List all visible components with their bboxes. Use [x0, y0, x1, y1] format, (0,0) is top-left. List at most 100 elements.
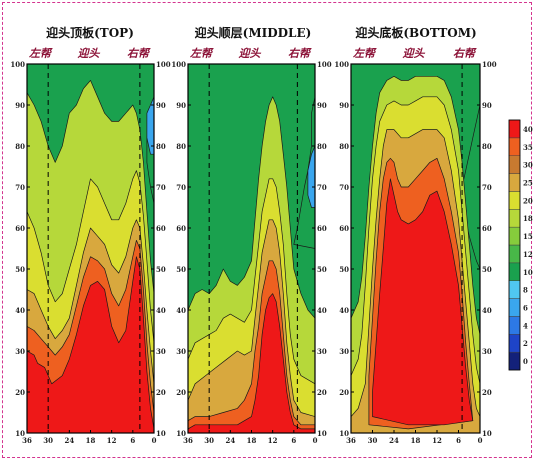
colorbar-tick-label: 20 [523, 196, 533, 205]
y-tick-label: 30 [482, 347, 492, 356]
y-tick-label: 60 [339, 224, 349, 233]
y-tick-label: 80 [176, 142, 186, 151]
colorbar: 0 2 4 6 8 10 12 15 18 20 25 30 35 40 [508, 119, 533, 371]
x-tick-label: 36 [22, 436, 32, 445]
y-tick-label: 90 [339, 101, 349, 110]
region-label: 迎头 [403, 47, 426, 60]
y-tick-label: 80 [482, 142, 492, 151]
contour-band-10 [146, 96, 154, 155]
y-tick-label: 80 [15, 142, 25, 151]
y-tick-label: 50 [176, 265, 186, 274]
y-tick-label: 90 [317, 101, 327, 110]
colorbar-tick-label: 4 [523, 321, 528, 330]
y-tick-label: 20 [156, 388, 166, 397]
y-tick-label: 10 [156, 429, 166, 438]
y-tick-label: 40 [317, 306, 327, 315]
region-label: 左帮 [29, 47, 53, 60]
colorbar-tick-label: 25 [523, 179, 533, 188]
y-tick-label: 30 [156, 347, 166, 356]
y-tick-label: 20 [339, 388, 349, 397]
y-tick-label: 40 [176, 306, 186, 315]
y-tick-label: 20 [317, 388, 327, 397]
x-tick-label: 12 [268, 436, 278, 445]
region-label: 迎头 [78, 47, 101, 60]
region-label: 左帮 [353, 47, 377, 60]
x-tick-label: 30 [204, 436, 214, 445]
panel-title: 迎头底板(BOTTOM) [355, 25, 476, 40]
y-tick-label: 70 [176, 183, 186, 192]
contour-field [27, 64, 154, 433]
y-tick-label: 70 [339, 183, 349, 192]
y-tick-label: 50 [482, 265, 492, 274]
y-tick-label: 90 [15, 101, 25, 110]
y-tick-label: 100 [317, 60, 332, 69]
x-tick-label: 0 [478, 436, 483, 445]
y-tick-label: 30 [339, 347, 349, 356]
y-tick-label: 10 [339, 429, 349, 438]
y-tick-label: 10 [482, 429, 492, 438]
colorbar-tick-label: 15 [523, 232, 533, 241]
x-tick-label: 30 [368, 436, 378, 445]
panel-title: 迎头顺层(MIDDLE) [195, 25, 312, 40]
x-tick-label: 24 [225, 436, 235, 445]
x-tick-label: 36 [346, 436, 356, 445]
region-label: 迎头 [239, 47, 262, 60]
y-tick-label: 50 [339, 265, 349, 274]
y-tick-label: 20 [482, 388, 492, 397]
colorbar-tick-label: 35 [523, 143, 533, 152]
y-tick-label: 60 [317, 224, 327, 233]
colorbar-tick-label: 8 [523, 286, 528, 295]
y-tick-label: 70 [482, 183, 492, 192]
y-tick-label: 100 [10, 60, 25, 69]
colorbar-swatch [508, 262, 521, 281]
colorbar-tick-label: 6 [523, 304, 528, 313]
x-tick-label: 6 [130, 436, 135, 445]
y-tick-label: 80 [317, 142, 327, 151]
y-tick-label: 30 [15, 347, 25, 356]
y-tick-label: 60 [15, 224, 25, 233]
colorbar-swatch [508, 155, 521, 174]
y-tick-label: 50 [15, 265, 25, 274]
region-label: 左帮 [190, 47, 214, 60]
x-tick-label: 18 [411, 436, 421, 445]
y-tick-label: 100 [334, 60, 349, 69]
y-tick-label: 90 [176, 101, 186, 110]
colorbar-tick-label: 0 [523, 357, 528, 366]
contour-band-40 [27, 256, 154, 433]
y-tick-label: 100 [482, 60, 497, 69]
colorbar-swatch [508, 316, 521, 335]
y-tick-label: 10 [176, 429, 186, 438]
colorbar-tick-label: 2 [523, 339, 528, 348]
region-label: 右帮 [453, 47, 477, 60]
contour-field [188, 64, 315, 433]
panel-title: 迎头顶板(TOP) [46, 25, 134, 40]
colorbar-frame [508, 119, 521, 371]
colorbar-tick-label: 18 [523, 214, 533, 223]
colorbar-swatch [508, 119, 521, 139]
x-tick-label: 12 [432, 436, 442, 445]
colorbar-tick-label: 12 [523, 250, 533, 259]
colorbar-swatch [508, 334, 521, 353]
x-tick-label: 12 [107, 436, 117, 445]
contour-field [351, 64, 480, 433]
x-tick-label: 0 [313, 436, 318, 445]
y-tick-label: 90 [482, 101, 492, 110]
y-tick-label: 20 [176, 388, 186, 397]
y-tick-label: 100 [171, 60, 186, 69]
y-tick-label: 60 [176, 224, 186, 233]
x-tick-label: 18 [247, 436, 257, 445]
x-tick-label: 6 [456, 436, 461, 445]
colorbar-swatch [508, 209, 521, 228]
colorbar-tick-label: 40 [523, 125, 533, 134]
colorbar-swatch [508, 137, 521, 156]
y-tick-label: 100 [156, 60, 171, 69]
region-label: 右帮 [127, 47, 151, 60]
y-tick-label: 90 [156, 101, 166, 110]
x-tick-label: 0 [152, 436, 157, 445]
colorbar-swatch [508, 280, 521, 299]
y-tick-label: 60 [156, 224, 166, 233]
colorbar-swatch [508, 191, 521, 210]
